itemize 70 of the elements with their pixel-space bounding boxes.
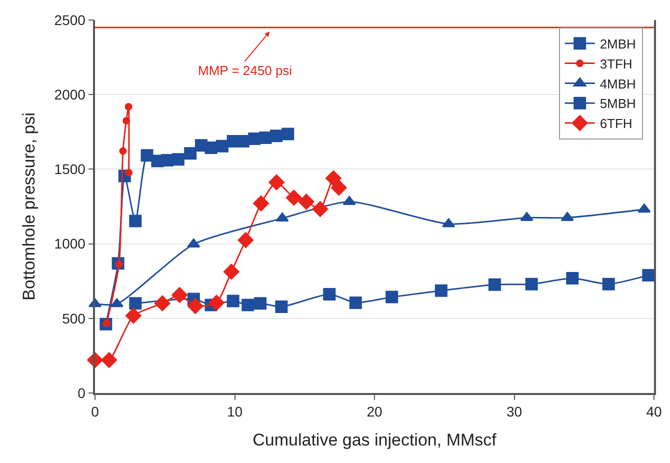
point <box>184 147 197 160</box>
point <box>126 308 142 324</box>
point <box>560 212 574 221</box>
point <box>259 131 272 144</box>
point <box>216 140 228 152</box>
point <box>248 132 261 146</box>
point <box>525 278 538 290</box>
legend-label: 3TFH <box>600 56 632 72</box>
x-axis-title: Cumulative gas injection, MMscf <box>252 430 497 450</box>
x-tick-label: 20 <box>366 404 382 420</box>
y-tick-label: 2500 <box>54 12 86 28</box>
point <box>204 141 218 154</box>
point <box>187 298 204 314</box>
y-tick-label: 2000 <box>54 86 86 102</box>
legend-label: 4MBH <box>600 76 636 92</box>
point <box>286 190 302 206</box>
point <box>602 278 615 290</box>
point <box>254 297 267 310</box>
legend-label: 5MBH <box>600 96 636 112</box>
point <box>488 278 501 291</box>
point <box>208 294 224 311</box>
point <box>124 102 132 110</box>
point <box>122 116 130 124</box>
y-tick-label: 1000 <box>54 236 86 252</box>
x-tick-label: 10 <box>226 404 243 420</box>
point <box>161 154 174 166</box>
x-tick-label: 40 <box>646 404 662 420</box>
annotation: MMP = 2450 psi <box>198 63 292 78</box>
point <box>125 168 133 176</box>
point <box>224 264 240 280</box>
point <box>312 201 328 217</box>
point <box>110 298 124 308</box>
point <box>442 218 456 228</box>
point <box>330 180 347 196</box>
point <box>101 352 118 368</box>
point <box>386 290 398 304</box>
point <box>642 269 655 282</box>
point <box>342 196 356 205</box>
point <box>238 232 254 248</box>
x-tick-label: 30 <box>506 404 522 420</box>
point <box>172 287 188 303</box>
y-axis-title: Bottomhole pressure, psi <box>19 112 38 301</box>
point <box>638 204 651 213</box>
point <box>270 130 283 142</box>
point <box>129 214 142 228</box>
legend-label: 6TFH <box>600 116 632 132</box>
point <box>323 288 336 300</box>
point <box>566 272 579 285</box>
point <box>172 153 184 166</box>
point <box>275 300 288 314</box>
point <box>226 294 240 308</box>
point <box>298 194 314 210</box>
point <box>434 284 448 297</box>
point <box>129 297 142 310</box>
x-tick-label: 0 <box>91 404 100 420</box>
y-tick-label: 500 <box>62 310 86 326</box>
y-tick-label: 0 <box>78 384 86 401</box>
point <box>282 128 294 140</box>
point <box>140 149 154 162</box>
point <box>268 174 284 190</box>
point <box>154 295 170 312</box>
point <box>276 212 289 222</box>
y-tick-label: 1500 <box>54 161 86 178</box>
point <box>520 212 534 221</box>
point <box>326 170 342 186</box>
legend-label: 2MBH <box>600 36 636 52</box>
point <box>349 296 362 309</box>
point <box>253 195 269 212</box>
point <box>119 147 127 155</box>
point <box>242 298 254 312</box>
